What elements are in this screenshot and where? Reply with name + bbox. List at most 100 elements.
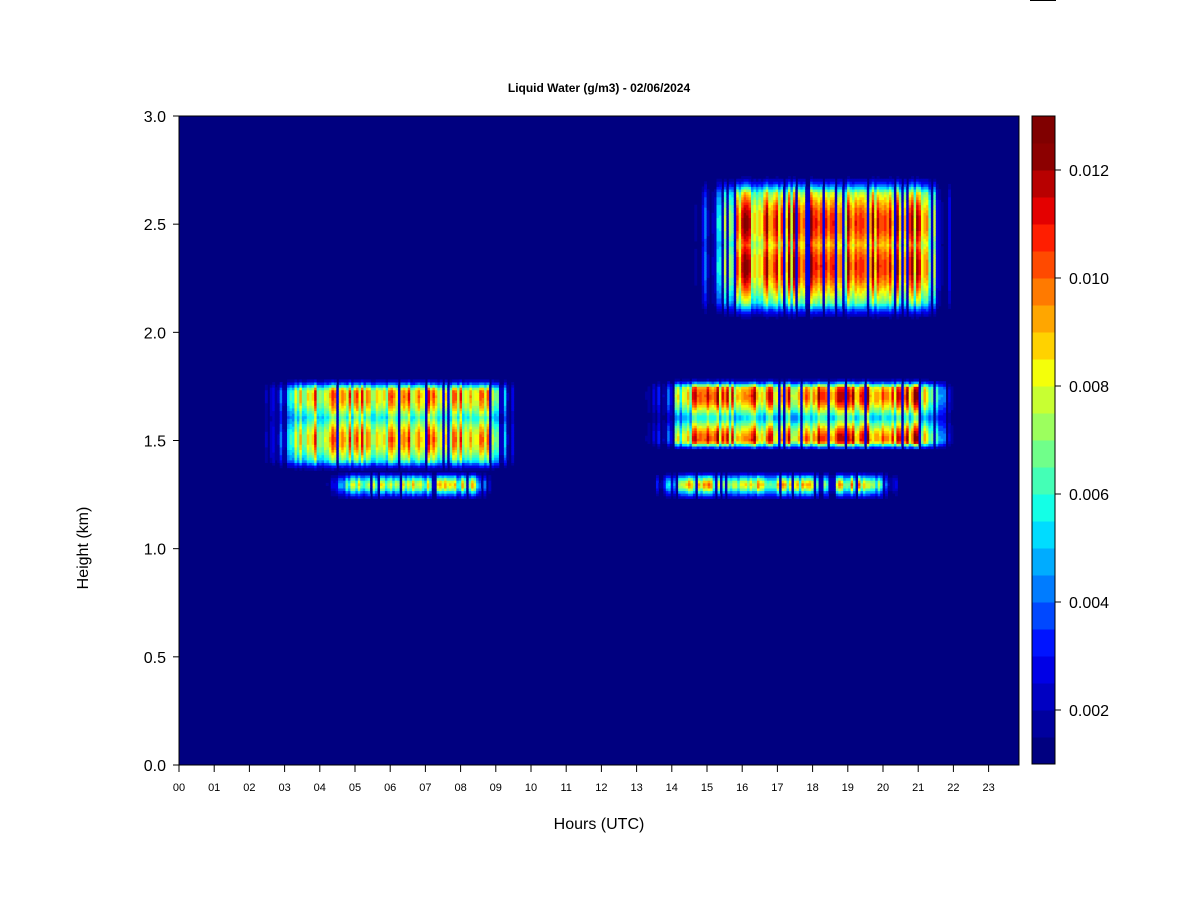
- heatmap-cell: [464, 457, 468, 461]
- heatmap-cell: [314, 384, 318, 388]
- heatmap-cell: [309, 395, 313, 399]
- heatmap-cell: [363, 395, 367, 399]
- heatmap-cell: [709, 435, 712, 439]
- heatmap-cell: [333, 475, 337, 479]
- heatmap-cell: [405, 423, 409, 427]
- heatmap-cell: [385, 400, 389, 404]
- heatmap-cell: [309, 428, 313, 432]
- heatmap-cell: [489, 408, 492, 412]
- heatmap-cell: [458, 495, 462, 499]
- heatmap-cell: [652, 389, 656, 393]
- heatmap-cell: [304, 397, 308, 401]
- heatmap-cell: [748, 433, 752, 437]
- heatmap-cell: [481, 382, 485, 386]
- heatmap-cell: [410, 462, 414, 466]
- heatmap-cell: [498, 444, 502, 448]
- heatmap-cell: [326, 387, 330, 391]
- heatmap-cell: [402, 400, 406, 404]
- heatmap-cell: [674, 435, 678, 439]
- heatmap-cell: [291, 426, 295, 430]
- heatmap-cell: [461, 493, 465, 497]
- heatmap-cell: [462, 392, 465, 396]
- heatmap-cell: [422, 454, 426, 458]
- heatmap-cell: [289, 444, 293, 448]
- heatmap-cell: [272, 428, 276, 432]
- heatmap-cell: [721, 409, 725, 413]
- heatmap-cell: [390, 382, 394, 386]
- heatmap-cell: [731, 414, 735, 418]
- heatmap-cell: [373, 452, 377, 456]
- heatmap-cell: [394, 495, 398, 499]
- heatmap-cell: [464, 431, 468, 435]
- heatmap-cell: [726, 401, 730, 405]
- heatmap-cell: [733, 391, 737, 395]
- heatmap-cell: [373, 392, 377, 396]
- heatmap-cell: [360, 490, 364, 494]
- heatmap-cell: [412, 408, 416, 412]
- heatmap-cell: [353, 436, 357, 440]
- heatmap-cell: [654, 407, 658, 411]
- heatmap-cell: [405, 379, 409, 383]
- heatmap-cell: [356, 418, 359, 422]
- heatmap-cell: [657, 417, 661, 421]
- heatmap-cell: [351, 402, 354, 406]
- heatmap-cell: [294, 392, 298, 396]
- heatmap-cell: [464, 449, 468, 453]
- heatmap-cell: [718, 391, 722, 395]
- heatmap-cell: [709, 383, 712, 387]
- heatmap-cell: [442, 410, 446, 414]
- heatmap-cell: [399, 475, 403, 479]
- heatmap-cell: [446, 485, 450, 489]
- heatmap-cell: [326, 379, 330, 383]
- heatmap-cell: [701, 425, 705, 429]
- heatmap-cell: [457, 392, 460, 396]
- heatmap-cell: [367, 490, 371, 494]
- heatmap-cell: [338, 477, 341, 481]
- heatmap-cell: [721, 425, 725, 429]
- heatmap-cell: [343, 472, 346, 476]
- heatmap-cell: [459, 413, 463, 417]
- heatmap-cell: [336, 400, 340, 404]
- heatmap-cell: [363, 387, 367, 391]
- heatmap-cell: [363, 446, 367, 450]
- heatmap-cell: [306, 421, 310, 425]
- heatmap-cell: [696, 409, 700, 413]
- heatmap-cell: [415, 467, 419, 471]
- heatmap-cell: [282, 452, 285, 456]
- heatmap-cell: [367, 495, 371, 499]
- heatmap-cell: [503, 418, 507, 422]
- heatmap-cell: [701, 399, 705, 403]
- heatmap-cell: [388, 434, 391, 438]
- heatmap-cell: [314, 426, 318, 430]
- heatmap-cell: [311, 395, 315, 399]
- heatmap-cell: [447, 395, 451, 399]
- heatmap-cell: [365, 410, 369, 414]
- heatmap-cell: [741, 438, 744, 442]
- heatmap-cell: [488, 477, 492, 481]
- heatmap-cell: [412, 480, 415, 484]
- heatmap-cell: [489, 395, 492, 399]
- heatmap-cell: [383, 465, 387, 469]
- heatmap-cell: [464, 379, 468, 383]
- heatmap-cell: [689, 427, 693, 431]
- heatmap-cell: [674, 425, 678, 429]
- heatmap-cell: [284, 415, 288, 419]
- heatmap-cell: [368, 410, 372, 414]
- heatmap-cell: [353, 413, 357, 417]
- heatmap-cell: [291, 421, 295, 425]
- heatmap-cell: [400, 415, 404, 419]
- heatmap-cell: [373, 397, 377, 401]
- heatmap-cell: [274, 402, 278, 406]
- heatmap-cell: [503, 392, 507, 396]
- heatmap-cell: [498, 392, 502, 396]
- heatmap-cell: [299, 400, 303, 404]
- heatmap-cell: [277, 444, 281, 448]
- heatmap-cell: [741, 401, 744, 405]
- heatmap-cell: [304, 434, 308, 438]
- heatmap-cell: [415, 462, 419, 466]
- heatmap-cell: [494, 452, 497, 456]
- heatmap-cell: [432, 413, 436, 417]
- heatmap-cell: [351, 392, 354, 396]
- heatmap-cell: [321, 465, 325, 469]
- heatmap-cell: [424, 495, 428, 499]
